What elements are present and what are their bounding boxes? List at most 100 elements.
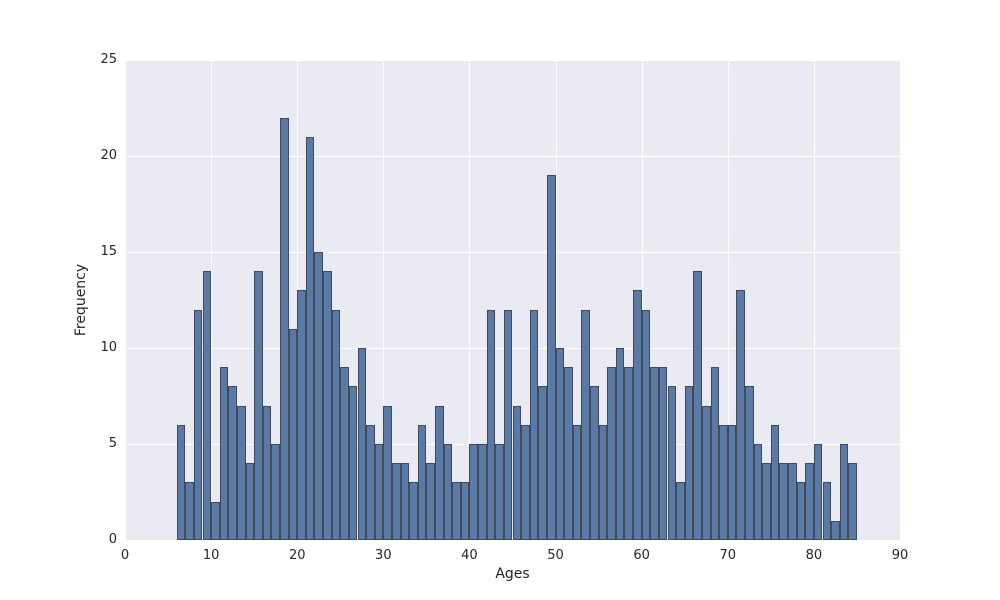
- histogram-bar-age-16: [262, 405, 272, 540]
- gridline-x-40: [469, 60, 471, 540]
- gridline-x-10: [211, 60, 213, 540]
- y-tick-label-20: 20: [100, 148, 117, 163]
- histogram-bar-age-15: [254, 271, 263, 540]
- histogram-bar-age-40: [469, 444, 479, 540]
- gridline-y-10: [125, 348, 900, 349]
- histogram-bar-age-60: [641, 309, 651, 540]
- histogram-bar-age-56: [607, 367, 616, 540]
- x-tick-label-80: 80: [805, 548, 823, 563]
- histogram-bar-age-84: [848, 463, 857, 540]
- y-axis-label: Frequency: [73, 263, 89, 337]
- histogram-bar-age-10: [211, 501, 220, 540]
- histogram-bar-age-29: [374, 444, 384, 540]
- histogram-bar-age-24: [331, 309, 341, 540]
- histogram-bar-age-54: [590, 386, 599, 540]
- y-tick-label-15: 15: [100, 244, 117, 259]
- histogram-bar-age-50: [555, 348, 565, 540]
- histogram-bar-age-79: [805, 463, 814, 540]
- histogram-bar-age-82: [831, 520, 840, 540]
- histogram-bar-age-33: [409, 482, 418, 540]
- histogram-bar-age-61: [650, 367, 659, 540]
- x-tick-label-70: 70: [719, 548, 737, 563]
- histogram-bar-age-11: [219, 367, 229, 540]
- histogram-bar-age-81: [822, 482, 832, 540]
- histogram-bar-age-80: [813, 444, 823, 540]
- gridline-x-60: [641, 60, 643, 540]
- x-tick-label-40: 40: [461, 548, 478, 563]
- histogram-bar-age-65: [684, 386, 694, 540]
- x-axis-label: Ages: [495, 566, 530, 582]
- histogram-bar-age-7: [185, 482, 194, 540]
- histogram-bar-age-83: [839, 444, 849, 540]
- histogram-bar-age-27: [357, 348, 367, 540]
- histogram-bar-age-55: [598, 424, 608, 540]
- histogram-bar-age-69: [719, 424, 728, 540]
- histogram-bar-age-68: [710, 367, 720, 540]
- histogram-bar-age-43: [495, 444, 504, 540]
- histogram-bar-age-17: [271, 444, 280, 540]
- histogram-bar-age-38: [452, 482, 461, 540]
- histogram-bar-age-59: [633, 290, 642, 540]
- histogram-bar-age-14: [245, 463, 255, 540]
- gridline-x-30: [383, 60, 385, 540]
- histogram-bar-age-53: [581, 309, 590, 540]
- y-tick-label-5: 5: [108, 436, 117, 451]
- histogram-bar-age-75: [770, 424, 780, 540]
- histogram-bar-age-52: [572, 424, 582, 540]
- y-tick-label-10: 10: [100, 340, 117, 355]
- histogram-bar-age-45: [512, 405, 522, 540]
- histogram-bar-age-63: [667, 386, 677, 540]
- histogram-bar-age-28: [366, 424, 375, 540]
- x-tick-label-90: 90: [891, 548, 909, 563]
- histogram-bar-age-71: [736, 290, 745, 540]
- histogram-bar-age-49: [546, 175, 556, 540]
- histogram-bar-age-36: [435, 405, 444, 540]
- gridline-x-50: [555, 60, 557, 540]
- histogram-bar-age-30: [383, 405, 392, 540]
- histogram-bar-age-67: [701, 405, 711, 540]
- gridline-y-20: [125, 156, 900, 157]
- histogram-bar-age-78: [796, 482, 806, 540]
- y-tick-label-25: 25: [100, 52, 117, 67]
- x-tick-label-20: 20: [288, 548, 306, 563]
- histogram-bar-age-25: [340, 367, 349, 540]
- histogram-bar-age-62: [658, 367, 668, 540]
- gridline-x-90: [900, 60, 901, 540]
- plot-area: [125, 60, 901, 540]
- histogram-bar-age-48: [538, 386, 547, 540]
- y-tick-label-0: 0: [108, 532, 117, 547]
- histogram-bar-age-37: [443, 444, 453, 540]
- histogram-bar-age-42: [486, 309, 496, 540]
- histogram-bar-age-19: [288, 328, 298, 540]
- histogram-bar-age-35: [426, 463, 435, 540]
- histogram-bar-age-76: [779, 463, 789, 540]
- histogram-bar-age-13: [236, 405, 246, 540]
- histogram-bar-age-18: [280, 117, 289, 540]
- x-tick-label-10: 10: [202, 548, 220, 563]
- histogram-bar-age-23: [323, 271, 332, 540]
- histogram-bar-age-72: [745, 386, 754, 540]
- histogram-bar-age-8: [193, 309, 203, 540]
- histogram-bar-age-77: [788, 463, 797, 540]
- histogram-bar-age-57: [615, 348, 625, 540]
- histogram-bar-age-26: [348, 386, 358, 540]
- histogram-bar-age-46: [521, 424, 530, 540]
- histogram-bar-age-9: [202, 271, 212, 540]
- gridline-y-15: [125, 252, 900, 253]
- histogram-bar-age-32: [400, 463, 410, 540]
- histogram-bar-age-64: [676, 482, 685, 540]
- histogram-bar-age-6: [176, 424, 186, 540]
- histogram-bar-age-21: [305, 136, 315, 540]
- gridline-x-80: [813, 60, 815, 540]
- histogram-bar-age-31: [391, 463, 401, 540]
- histogram-bar-age-22: [314, 252, 324, 540]
- x-tick-label-50: 50: [547, 548, 564, 563]
- gridline-x-70: [727, 60, 729, 540]
- histogram-bar-age-74: [762, 463, 771, 540]
- histogram-bar-age-70: [727, 424, 737, 540]
- histogram-bar-age-34: [417, 424, 427, 540]
- x-tick-label-0: 0: [120, 548, 130, 563]
- histogram-bar-age-66: [693, 271, 702, 540]
- histogram-bar-age-12: [228, 386, 237, 540]
